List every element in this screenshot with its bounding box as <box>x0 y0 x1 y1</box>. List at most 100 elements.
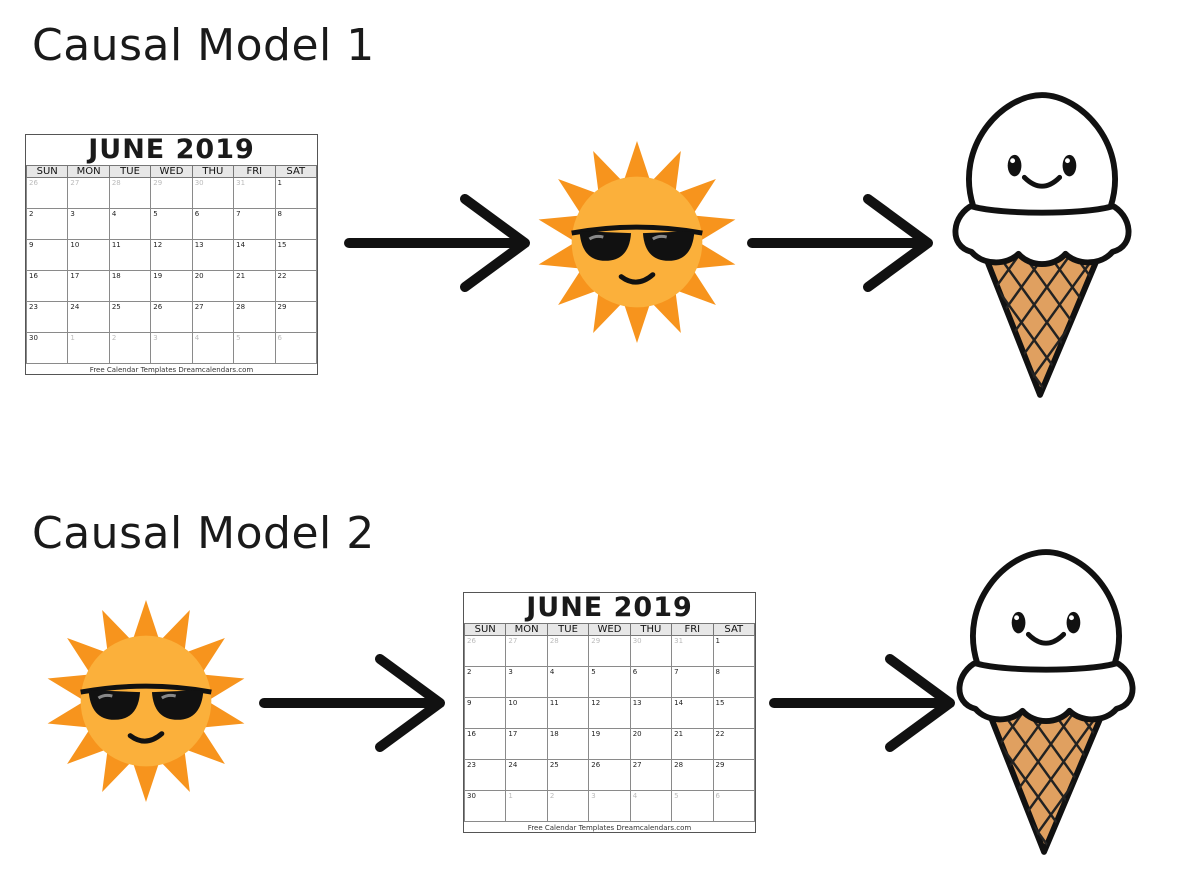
calendar-day: 28 <box>108 177 152 209</box>
calendar-day: 1 <box>67 332 110 364</box>
calendar-day: 21 <box>671 728 714 760</box>
calendar-day: 29 <box>150 177 193 209</box>
calendar-day: 26 <box>463 635 507 667</box>
calendar-day: 20 <box>629 728 673 760</box>
calendar-week: 26 27 28 29 30 31 1 <box>463 635 756 667</box>
calendar-day: 18 <box>546 728 590 760</box>
arrow-right-icon <box>344 194 530 292</box>
calendar-day: 26 <box>588 759 631 791</box>
calendar-weekday: TUE <box>546 623 590 636</box>
calendar-day: 15 <box>274 239 318 271</box>
arrow-right-icon <box>747 194 933 292</box>
calendar-day: 6 <box>191 208 235 240</box>
calendar-day: 15 <box>712 697 756 729</box>
calendar-day: 20 <box>191 270 235 302</box>
calendar-day: 14 <box>233 239 276 271</box>
calendar-day: 9 <box>463 697 507 729</box>
calendar-weekday: FRI <box>233 165 276 178</box>
calendar-day: 24 <box>67 301 110 333</box>
calendar-day: 31 <box>671 635 714 667</box>
calendar-day: 11 <box>108 239 152 271</box>
calendar-day: 29 <box>588 635 631 667</box>
calendar-day: 26 <box>25 177 69 209</box>
calendar-weekday: SAT <box>712 623 756 636</box>
calendar-footer: Free Calendar Templates Dreamcalendars.c… <box>527 824 692 832</box>
calendar-day: 1 <box>274 177 318 209</box>
calendar-weekday: THU <box>191 165 235 178</box>
calendar-day: 1 <box>712 635 756 667</box>
calendar-weekday: THU <box>629 623 673 636</box>
calendar-icon: JUNE 2019 SUN MON TUE WED THU FRI SAT 26 27 28 29 30… <box>25 134 318 375</box>
calendar-day: 27 <box>505 635 548 667</box>
calendar-day: 5 <box>588 666 631 698</box>
sun-icon <box>538 141 736 343</box>
calendar-day: 6 <box>274 332 318 364</box>
calendar-day: 27 <box>67 177 110 209</box>
calendar-day: 8 <box>274 208 318 240</box>
calendar-day: 25 <box>108 301 152 333</box>
calendar-day: 23 <box>463 759 507 791</box>
calendar-day: 18 <box>108 270 152 302</box>
calendar-day: 23 <box>25 301 69 333</box>
calendar-day: 2 <box>108 332 152 364</box>
calendar-day: 22 <box>274 270 318 302</box>
calendar-week: 26 27 28 29 30 31 1 <box>25 177 318 209</box>
calendar-day: 28 <box>671 759 714 791</box>
calendar-weekday: MON <box>67 165 110 178</box>
calendar-day: 3 <box>67 208 110 240</box>
calendar-day: 13 <box>629 697 673 729</box>
calendar-day: 19 <box>588 728 631 760</box>
calendar-day: 3 <box>588 790 631 822</box>
calendar-day: 27 <box>629 759 673 791</box>
calendar-day: 17 <box>505 728 548 760</box>
calendar-day: 29 <box>274 301 318 333</box>
calendar-grid: SUN MON TUE WED THU FRI SAT 26 27 28 29 30 31 1 2 3 4 5 6 7… <box>463 623 756 822</box>
calendar-day: 25 <box>546 759 590 791</box>
calendar-day: 2 <box>463 666 507 698</box>
calendar-day: 10 <box>505 697 548 729</box>
calendar-day: 13 <box>191 239 235 271</box>
calendar-week: 23 24 25 26 27 28 29 <box>463 759 756 791</box>
calendar-day: 30 <box>629 635 673 667</box>
calendar-day: 4 <box>108 208 152 240</box>
arrow-right-icon <box>769 654 955 752</box>
calendar-week: 16 17 18 19 20 21 22 <box>25 270 318 302</box>
calendar-month-title: JUNE 2019 <box>526 592 693 623</box>
calendar-day: 3 <box>150 332 193 364</box>
calendar-weekday: SUN <box>463 623 507 636</box>
calendar-day: 12 <box>150 239 193 271</box>
calendar-day: 31 <box>233 177 276 209</box>
calendar-day: 10 <box>67 239 110 271</box>
calendar-day: 4 <box>546 666 590 698</box>
calendar-day: 14 <box>671 697 714 729</box>
calendar-day: 16 <box>463 728 507 760</box>
calendar-day: 28 <box>546 635 590 667</box>
calendar-day: 3 <box>505 666 548 698</box>
calendar-weekday: MON <box>505 623 548 636</box>
calendar-day: 16 <box>25 270 69 302</box>
calendar-day: 5 <box>233 332 276 364</box>
calendar-grid: SUN MON TUE WED THU FRI SAT 26 27 28 29 30 31 1 2 3 4 5 6 7… <box>25 165 318 364</box>
ice-cream-icon <box>952 92 1132 398</box>
calendar-day: 8 <box>712 666 756 698</box>
calendar-week: 9 10 11 12 13 14 15 <box>25 239 318 271</box>
calendar-day: 6 <box>629 666 673 698</box>
calendar-day: 30 <box>191 177 235 209</box>
calendar-day: 4 <box>629 790 673 822</box>
calendar-weekday: FRI <box>671 623 714 636</box>
calendar-month-title: JUNE 2019 <box>88 134 255 165</box>
calendar-day: 11 <box>546 697 590 729</box>
calendar-weekday: SAT <box>274 165 318 178</box>
calendar-footer: Free Calendar Templates Dreamcalendars.c… <box>89 366 254 374</box>
causal-model-1-title: Causal Model 1 <box>32 20 375 71</box>
calendar-day: 28 <box>233 301 276 333</box>
calendar-day: 30 <box>463 790 507 822</box>
calendar-day: 21 <box>233 270 276 302</box>
calendar-weekday: TUE <box>108 165 152 178</box>
calendar-day: 2 <box>25 208 69 240</box>
calendar-week: 30 1 2 3 4 5 6 <box>25 332 318 364</box>
calendar-weekday: WED <box>588 623 631 636</box>
calendar-week: 30 1 2 3 4 5 6 <box>463 790 756 822</box>
